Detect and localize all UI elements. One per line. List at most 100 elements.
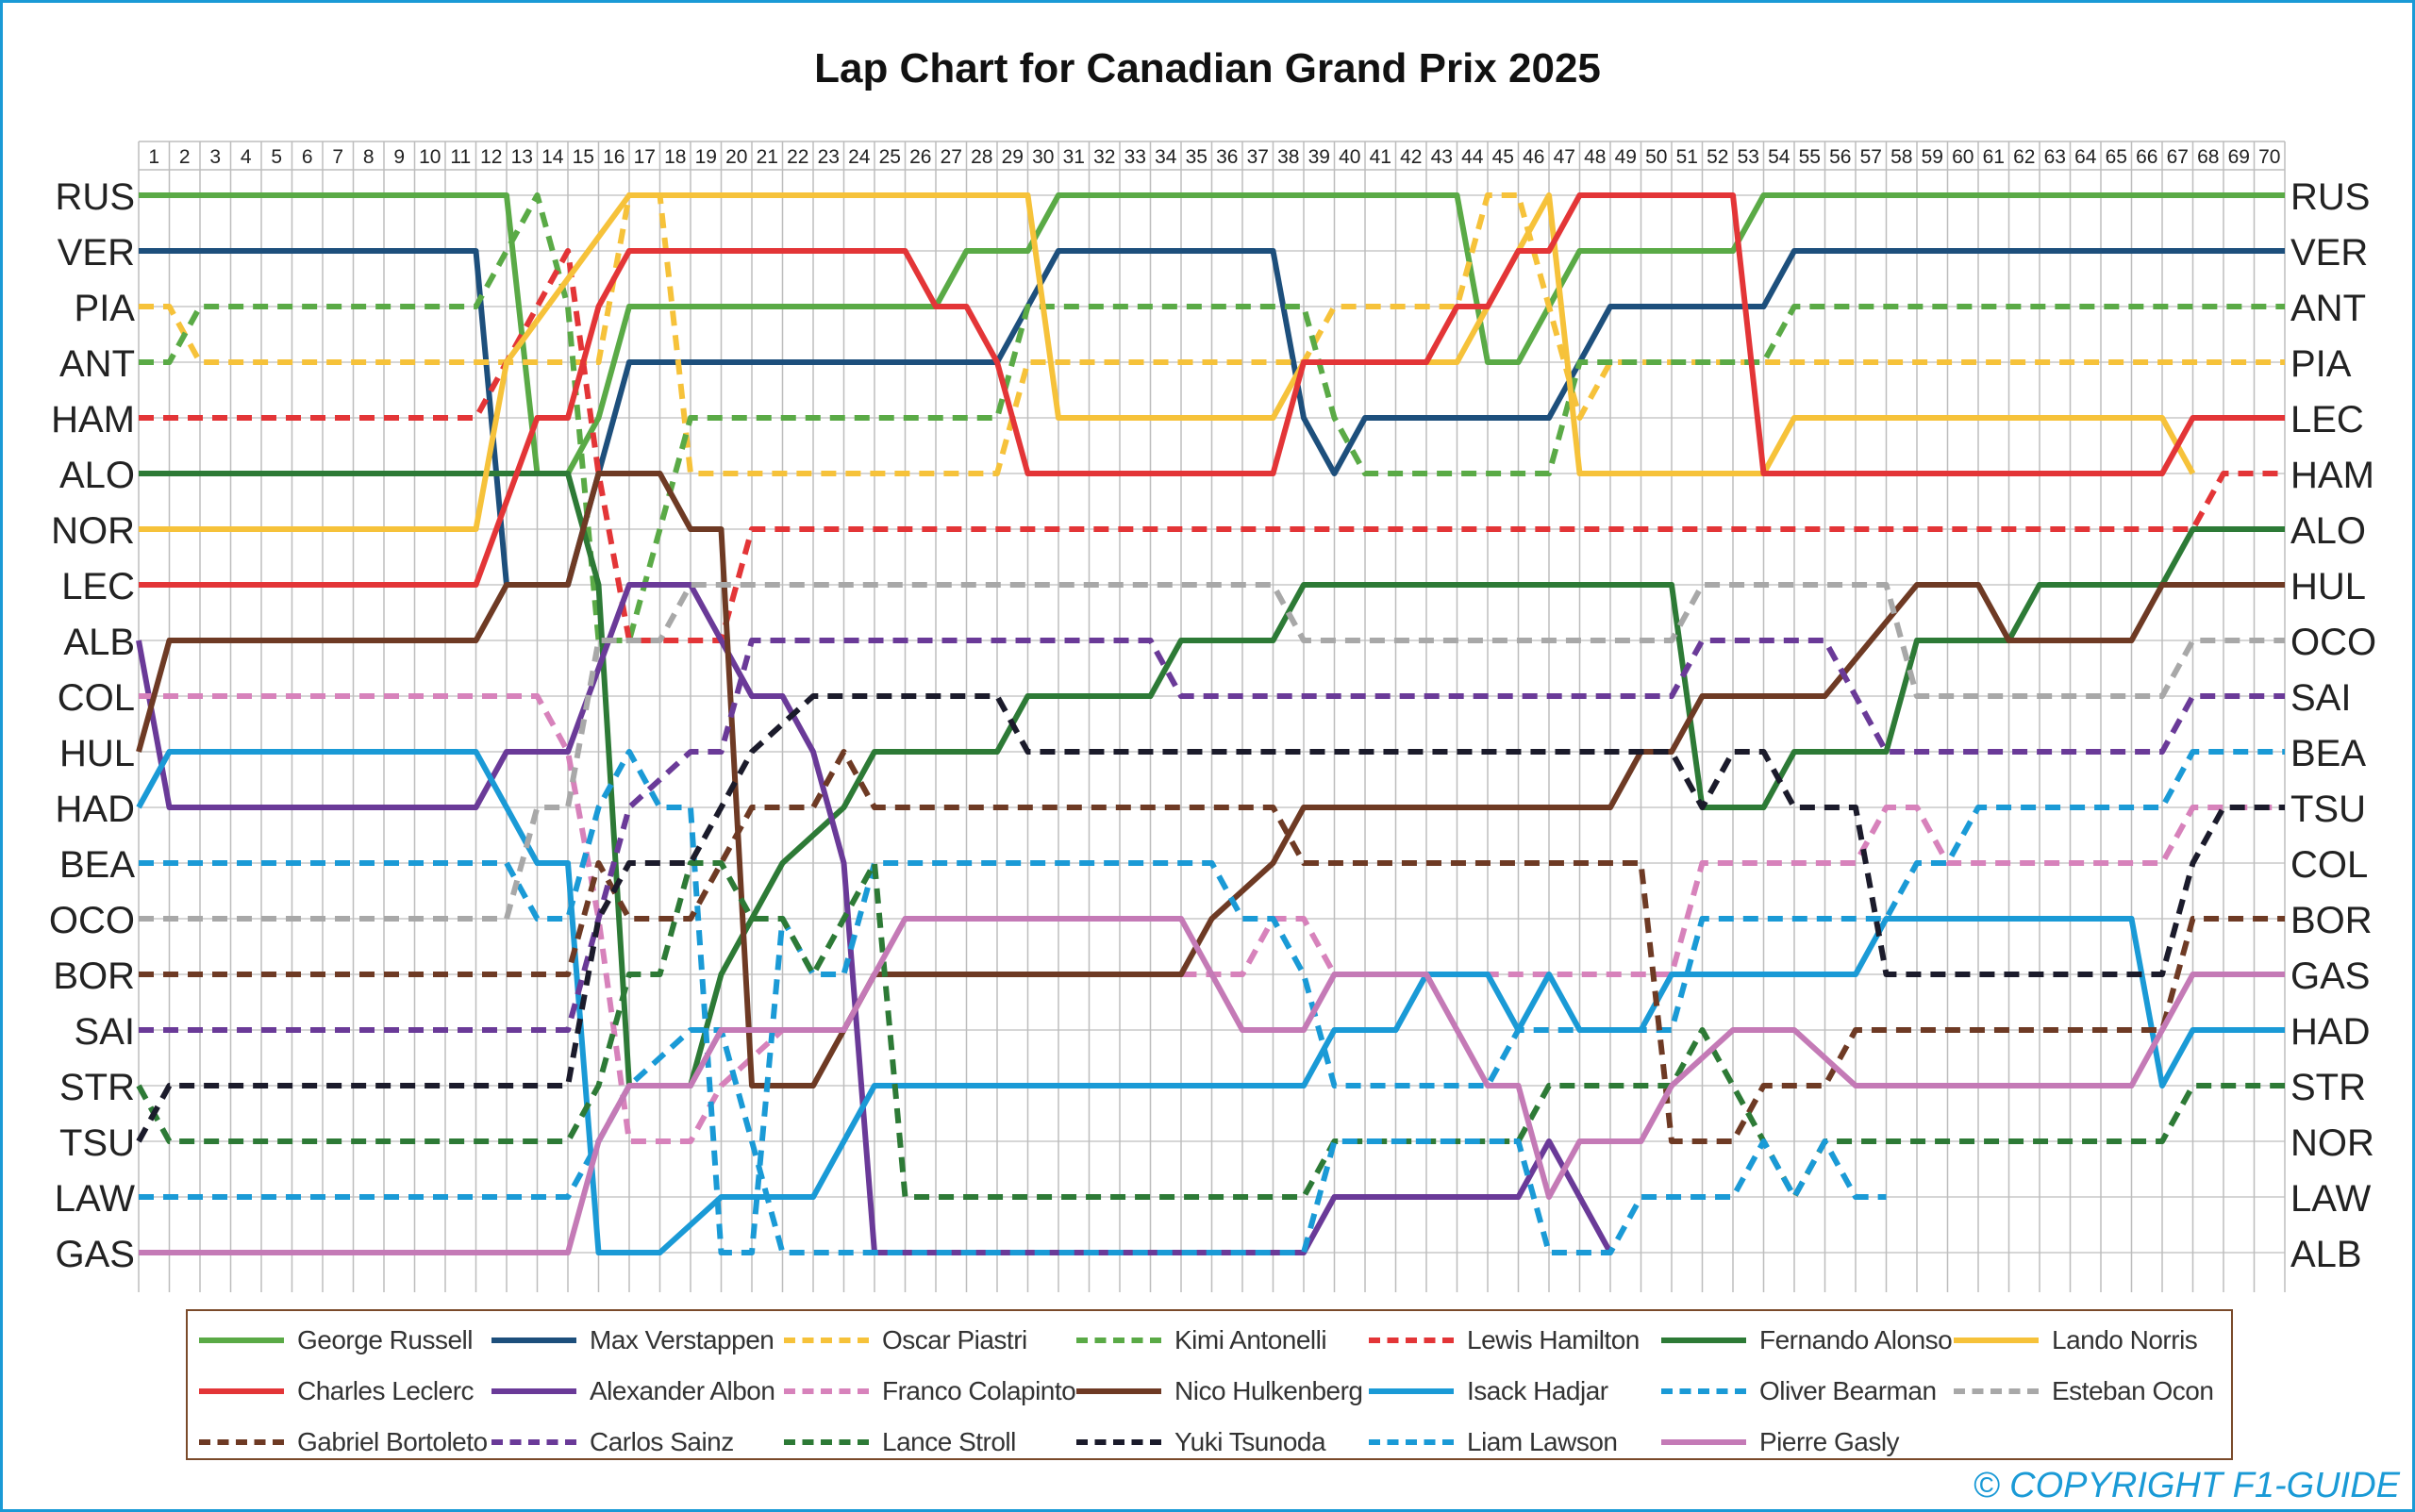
legend-swatch	[1661, 1388, 1746, 1394]
finish-position-label: TSU	[2290, 789, 2366, 830]
finish-position-label: BOR	[2290, 900, 2373, 941]
lap-number-label: 16	[603, 146, 625, 168]
finish-position-label: NOR	[2290, 1122, 2374, 1164]
legend-item-ham: Lewis Hamilton	[1369, 1315, 1640, 1366]
lap-number-label: 64	[2074, 146, 2097, 168]
start-position-label: TSU	[59, 1122, 135, 1164]
start-position-label: PIA	[75, 288, 136, 329]
legend-item-lec: Charles Leclerc	[199, 1366, 475, 1417]
lap-number-label: 27	[941, 146, 962, 168]
lap-number-label: 22	[787, 146, 808, 168]
lap-number-label: 57	[1860, 146, 1882, 168]
lap-number-label: 24	[848, 146, 871, 168]
lap-number-label: 17	[634, 146, 656, 168]
finish-position-label: LAW	[2290, 1178, 2371, 1220]
lap-number-label: 65	[2106, 146, 2127, 168]
lap-number-label: 18	[664, 146, 686, 168]
legend-label: Lewis Hamilton	[1467, 1325, 1640, 1354]
legend-swatch	[1954, 1338, 2039, 1343]
finish-position-label: SAI	[2290, 677, 2351, 719]
lap-number-label: 13	[511, 146, 533, 168]
finish-position-label: HUL	[2290, 566, 2366, 607]
legend-label: Charles Leclerc	[297, 1376, 475, 1405]
lap-number-label: 69	[2228, 146, 2250, 168]
lap-number-label: 46	[1523, 146, 1544, 168]
finish-position-label: HAD	[2290, 1011, 2370, 1053]
legend-item-law: Liam Lawson	[1369, 1417, 1618, 1468]
lap-number-label: 49	[1615, 146, 1637, 168]
lap-number-label: 52	[1707, 146, 1728, 168]
finish-order-labels: RUS VER ANT PIA LEC HAM ALO HUL OCO SAI BEA TSU COL B…	[2290, 176, 2376, 1275]
start-position-label: STR	[59, 1067, 135, 1108]
start-position-label: HUL	[59, 733, 135, 774]
legend-label: Fernando Alonso	[1759, 1325, 1953, 1354]
legend-label: Esteban Ocon	[2052, 1376, 2214, 1405]
lap-numbers: 1 2 3 4 5 6 7 8 9 10 11 12 13 14 15 16 17 18 19 20 21 22 23 24 2…	[148, 146, 2280, 168]
legend-swatch	[199, 1388, 284, 1394]
lap-number-label: 53	[1738, 146, 1759, 168]
series-line-lec	[139, 192, 2285, 588]
legend-item-sai: Carlos Sainz	[491, 1417, 734, 1468]
legend-item-ver: Max Verstappen	[491, 1315, 774, 1366]
lap-number-label: 40	[1339, 146, 1360, 168]
finish-position-label: BEA	[2290, 733, 2366, 774]
lap-number-label: 34	[1155, 146, 1177, 168]
legend-item-oco: Esteban Ocon	[1954, 1366, 2214, 1417]
start-position-label: LAW	[55, 1178, 135, 1220]
lap-number-label: 38	[1277, 146, 1299, 168]
legend-swatch	[1661, 1439, 1746, 1445]
lap-number-label: 5	[271, 146, 282, 168]
lap-number-label: 30	[1032, 146, 1054, 168]
start-position-label: RUS	[56, 176, 135, 218]
start-order-labels: RUS VER PIA ANT HAM ALO NOR LEC ALB COL HUL HAD BEA O…	[49, 176, 135, 1275]
legend-item-col: Franco Colapinto	[784, 1366, 1076, 1417]
start-position-label: ALO	[59, 455, 135, 496]
lap-number-label: 1	[148, 146, 159, 168]
lap-number-label: 58	[1890, 146, 1912, 168]
series-line-had	[136, 749, 2285, 1255]
start-position-label: BOR	[53, 955, 135, 997]
legend-label: Max Verstappen	[590, 1325, 774, 1354]
finish-position-label: ANT	[2290, 288, 2366, 329]
lap-number-label: 4	[241, 146, 252, 168]
start-position-label: HAD	[56, 789, 135, 830]
finish-position-label: OCO	[2290, 622, 2376, 663]
series-line-ham	[139, 248, 2285, 643]
legend-label: Isack Hadjar	[1467, 1376, 1608, 1405]
series-line-sai	[139, 638, 2285, 1033]
legend-label: Pierre Gasly	[1759, 1427, 1900, 1456]
legend-label: Franco Colapinto	[882, 1376, 1076, 1405]
legend-swatch	[1076, 1388, 1161, 1394]
legend-item-rus: George Russell	[199, 1315, 473, 1366]
lap-number-label: 60	[1952, 146, 1974, 168]
lap-number-label: 37	[1247, 146, 1269, 168]
chart-title: Lap Chart for Canadian Grand Prix 2025	[814, 45, 1601, 91]
copyright-notice: © COPYRIGHT F1-GUIDE	[1973, 1466, 2400, 1505]
lap-number-label: 63	[2044, 146, 2066, 168]
legend-label: Liam Lawson	[1467, 1427, 1618, 1456]
legend-item-bea: Oliver Bearman	[1661, 1366, 1937, 1417]
lap-number-label: 36	[1216, 146, 1238, 168]
lap-number-label: 51	[1676, 146, 1698, 168]
lap-number-label: 25	[879, 146, 901, 168]
legend-item-ant: Kimi Antonelli	[1076, 1315, 1327, 1366]
legend-item-tsu: Yuki Tsunoda	[1076, 1417, 1326, 1468]
lap-number-label: 66	[2136, 146, 2157, 168]
legend-label: Nico Hulkenberg	[1174, 1376, 1363, 1405]
series-line-pia	[139, 192, 2285, 476]
legend-swatch	[1076, 1338, 1161, 1343]
legend-label: Kimi Antonelli	[1174, 1325, 1327, 1354]
lap-number-label: 68	[2197, 146, 2219, 168]
legend-label: Alexander Albon	[590, 1376, 775, 1405]
lap-number-label: 31	[1063, 146, 1085, 168]
legend-item-pia: Oscar Piastri	[784, 1315, 1027, 1366]
lap-number-label: 10	[419, 146, 441, 168]
lap-number-label: 70	[2258, 146, 2280, 168]
legend-swatch	[1369, 1439, 1454, 1445]
finish-position-label: PIA	[2290, 343, 2352, 385]
legend-swatch	[1369, 1388, 1454, 1394]
series-line-law	[139, 1027, 1887, 1255]
lap-number-label: 11	[450, 146, 471, 168]
start-position-label: VER	[58, 232, 135, 274]
